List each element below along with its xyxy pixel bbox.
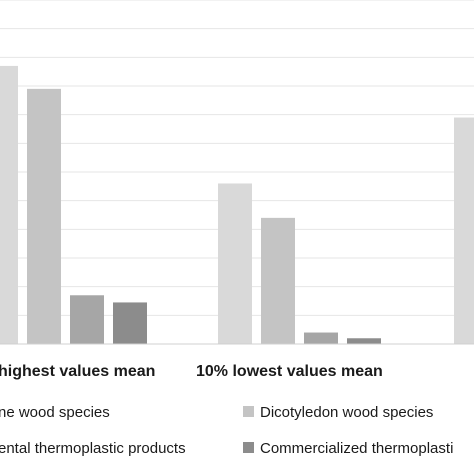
bars xyxy=(0,65,474,345)
legend-item-1: Dicotyledon wood species xyxy=(243,404,433,421)
bar-1-1 xyxy=(261,217,295,344)
bar-1-0 xyxy=(27,88,61,344)
legend: ne wood species Dicotyledon wood species… xyxy=(0,404,453,457)
bar-3-0 xyxy=(113,302,147,344)
category-label-0: highest values mean xyxy=(0,363,155,380)
legend-swatch-3 xyxy=(243,442,254,453)
legend-label-3: Commercialized thermoplasti xyxy=(260,440,453,457)
legend-item-3: Commercialized thermoplasti xyxy=(243,440,453,457)
bar-0-2 xyxy=(454,117,474,345)
bar-0-0 xyxy=(0,65,18,344)
legend-label-1: Dicotyledon wood species xyxy=(260,404,433,421)
legend-label-2: ental thermoplastic products xyxy=(0,440,186,457)
legend-swatch-1 xyxy=(243,406,254,417)
bar-2-0 xyxy=(70,295,104,344)
category-label-1: 10% lowest values mean xyxy=(196,363,383,380)
legend-item-0: ne wood species xyxy=(0,404,110,421)
bar-2-1 xyxy=(304,332,338,344)
legend-label-0: ne wood species xyxy=(0,404,110,421)
bar-3-1 xyxy=(347,338,381,344)
legend-item-2: ental thermoplastic products xyxy=(0,440,186,457)
bar-0-1 xyxy=(218,183,252,344)
